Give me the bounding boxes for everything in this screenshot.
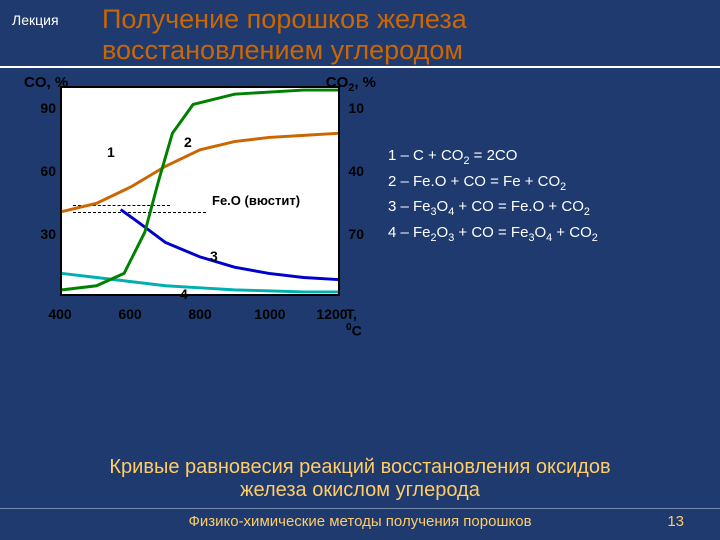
ytick-right: 70 [348,226,364,242]
lecture-label: Лекция [12,12,102,28]
xtick: 600 [118,306,141,322]
curve-3 [121,210,338,280]
ytick-left: 30 [32,226,56,242]
footer-text: Физико-химические методы получения порош… [76,513,644,530]
xtick: 800 [188,306,211,322]
curves-svg [62,88,338,294]
x-axis-label: T, 0C [346,306,372,339]
curve-label-1: 1 [107,144,115,160]
legend-line-3: 3 – Fe3O4 + CO = Fe.O + CO2 [388,195,708,221]
header: Лекция Получение порошков железа восстан… [0,0,720,68]
curve-1 [62,90,338,290]
slide: Лекция Получение порошков железа восстан… [0,0,720,540]
ytick-left: 90 [32,100,56,116]
title-line-1: Получение порошков железа [102,4,467,34]
title-line-2: восстановлением углеродом [102,35,463,65]
caption-line-1: Кривые равновесия реакций восстановления… [109,456,610,478]
slide-title: Получение порошков железа восстановление… [102,4,708,66]
curve-label-3: 3 [210,248,218,264]
chart-plot-area: 1 2 3 4 Fe.O (вюстит) [60,86,340,296]
equilibrium-chart: CO, % CO2, % P=1 атм 1 2 3 4 Fe.O (вюсти… [12,78,372,368]
xtick: 1200 [316,306,347,322]
caption: Кривые равновесия реакций восстановления… [0,452,720,508]
reaction-legend: 1 – C + CO2 = 2CO 2 – Fe.O + CO = Fe + C… [388,78,708,448]
content: CO, % CO2, % P=1 атм 1 2 3 4 Fe.O (вюсти… [0,68,720,452]
wustite-label: Fe.O (вюстит) [212,193,300,208]
ytick-left: 60 [32,163,56,179]
curve-label-2: 2 [184,134,192,150]
xtick: 1000 [254,306,285,322]
xtick: 400 [48,306,71,322]
caption-line-2: железа окислом углерода [240,479,480,501]
curve-label-4: 4 [180,286,188,302]
legend-line-2: 2 – Fe.O + CO = Fe + CO2 [388,170,708,196]
legend-line-1: 1 – C + CO2 = 2CO [388,144,708,170]
ytick-right: 40 [348,163,364,179]
page-number: 13 [644,513,684,530]
footer: Физико-химические методы получения порош… [0,508,720,540]
legend-line-4: 4 – Fe2O3 + CO = Fe3O4 + CO2 [388,221,708,247]
ytick-right: 10 [348,100,364,116]
